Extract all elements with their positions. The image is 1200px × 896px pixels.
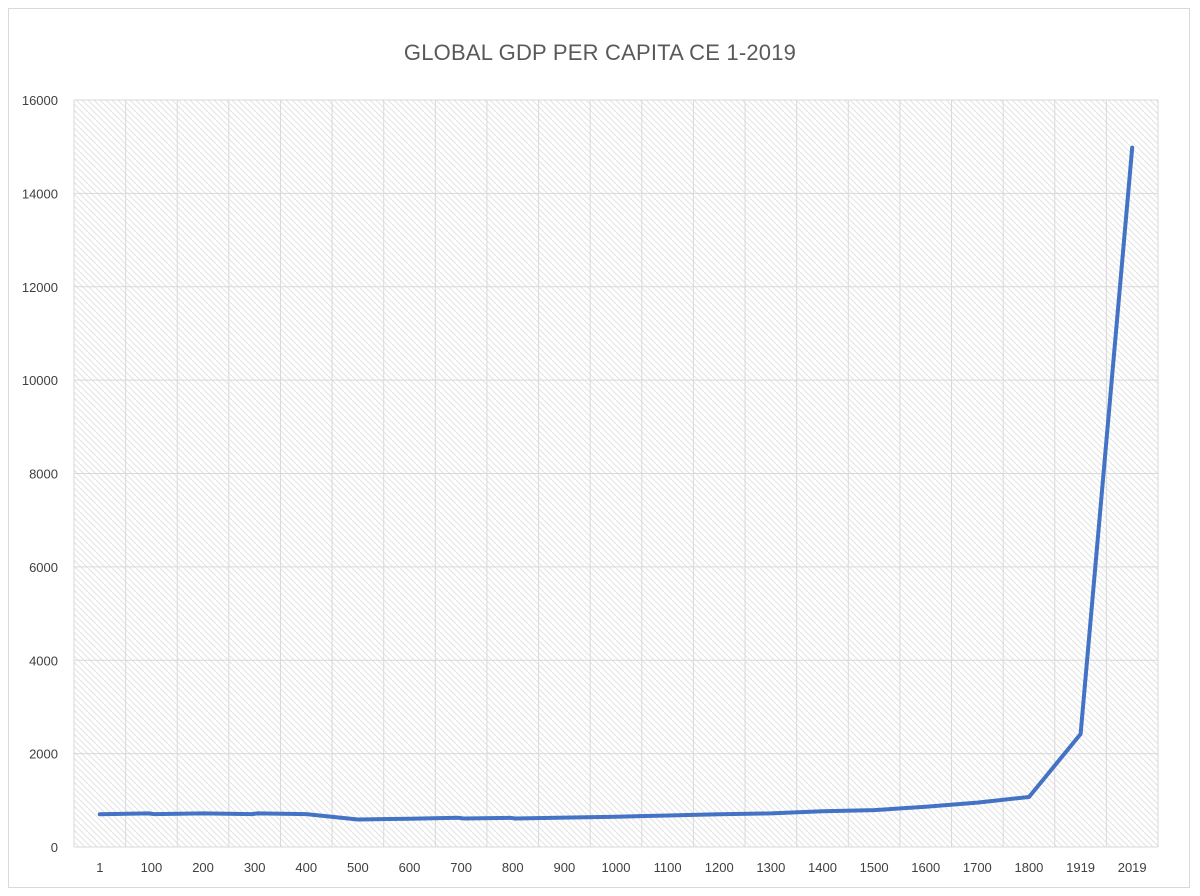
y-tick-label: 14000 bbox=[22, 186, 58, 201]
x-tick-label: 400 bbox=[295, 860, 317, 875]
x-tick-label: 1200 bbox=[705, 860, 734, 875]
x-tick-label: 1700 bbox=[963, 860, 992, 875]
x-tick-label: 2019 bbox=[1118, 860, 1147, 875]
x-tick-label: 1300 bbox=[756, 860, 785, 875]
x-tick-label: 1800 bbox=[1014, 860, 1043, 875]
x-tick-label: 500 bbox=[347, 860, 369, 875]
y-tick-label: 16000 bbox=[22, 93, 58, 108]
y-tick-label: 12000 bbox=[22, 280, 58, 295]
y-tick-label: 6000 bbox=[29, 560, 58, 575]
y-tick-label: 0 bbox=[51, 840, 58, 855]
y-tick-label: 10000 bbox=[22, 373, 58, 388]
chart-title: GLOBAL GDP PER CAPITA CE 1-2019 bbox=[403, 40, 797, 65]
x-tick-label: 200 bbox=[192, 860, 214, 875]
x-tick-label: 1400 bbox=[808, 860, 837, 875]
y-tick-label: 8000 bbox=[29, 467, 58, 482]
x-tick-label: 100 bbox=[141, 860, 163, 875]
series-layer bbox=[97, 145, 1135, 822]
x-tick-label: 1600 bbox=[911, 860, 940, 875]
x-tick-label: 700 bbox=[450, 860, 472, 875]
x-tick-label: 1919 bbox=[1066, 860, 1095, 875]
x-tick-label: 300 bbox=[244, 860, 266, 875]
x-tick-label: 600 bbox=[399, 860, 421, 875]
x-tick-label: 800 bbox=[502, 860, 524, 875]
x-tick-label: 1500 bbox=[860, 860, 889, 875]
x-tick-label: 1000 bbox=[602, 860, 631, 875]
x-tick-label: 1100 bbox=[654, 860, 682, 875]
y-tick-label: 2000 bbox=[29, 747, 58, 762]
y-tick-label: 4000 bbox=[29, 653, 58, 668]
x-tick-label: 1 bbox=[96, 860, 103, 875]
grid-layer bbox=[73, 99, 1159, 848]
x-tick-label: 900 bbox=[554, 860, 576, 875]
